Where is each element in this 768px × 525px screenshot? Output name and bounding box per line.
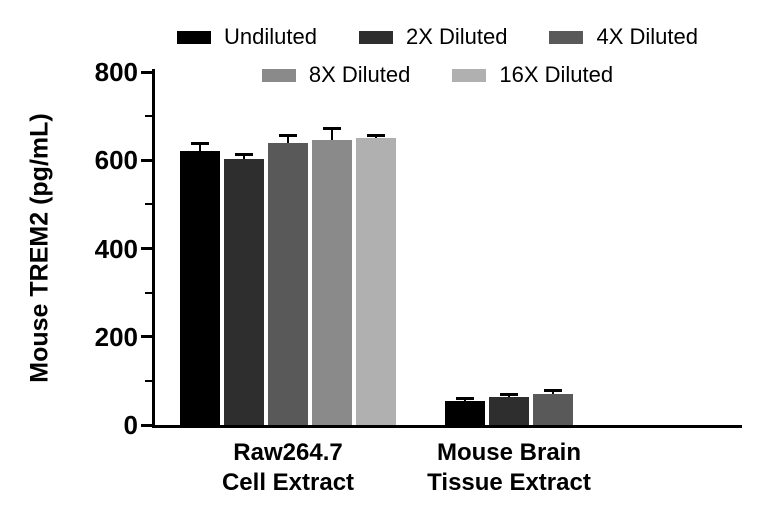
x-axis-line [152, 425, 742, 428]
y-major-tick [141, 423, 152, 427]
y-minor-tick [145, 291, 152, 294]
legend-label: 8X Diluted [308, 62, 411, 87]
bar [180, 151, 220, 425]
legend-label: 4X Diluted [596, 24, 698, 49]
error-bar-line [287, 135, 289, 143]
error-bar-line [552, 390, 554, 395]
error-bar-cap [191, 141, 209, 145]
legend-swatch [261, 68, 296, 82]
error-bar-cap [323, 126, 341, 130]
y-tick-label: 800 [94, 57, 138, 87]
bar [445, 400, 485, 425]
legend-item: 16X Diluted [452, 62, 613, 88]
y-major-tick [141, 335, 152, 339]
bar [224, 158, 264, 425]
error-bar-cap [235, 153, 253, 157]
bar [533, 394, 573, 425]
y-tick-label: 0 [123, 410, 138, 440]
category-label: Mouse Brain Tissue Extract [427, 438, 591, 498]
bar [489, 397, 529, 425]
legend-item: Undiluted [177, 24, 317, 50]
category-label-line: Raw264.7 [233, 439, 343, 466]
y-major-tick [141, 158, 152, 162]
error-bar-line [199, 143, 201, 152]
legend-item: 4X Diluted [549, 24, 698, 50]
error-bar-cap [279, 134, 297, 138]
error-bar-cap [456, 396, 474, 400]
chart-legend: Undiluted 2X Diluted 4X Diluted 8X Diluted 1… [150, 24, 725, 88]
y-minor-tick [145, 203, 152, 206]
category-label: Raw264.7 Cell Extract [222, 438, 354, 498]
error-bar-cap [500, 393, 518, 397]
error-bar-line [331, 128, 333, 141]
error-bar-line [243, 154, 245, 159]
y-major-tick [141, 247, 152, 250]
bar [356, 138, 396, 425]
y-minor-tick [145, 379, 152, 382]
legend-swatch [549, 30, 584, 44]
legend-label: 2X Diluted [405, 24, 508, 49]
legend-item: 2X Diluted [358, 24, 508, 50]
y-tick-label: 400 [94, 233, 138, 264]
y-major-tick [141, 70, 152, 74]
legend-swatch [358, 30, 393, 44]
legend-label: 16X Diluted [499, 62, 614, 87]
legend-label: Undiluted [224, 24, 317, 49]
legend-item: 8X Diluted [261, 62, 411, 88]
legend-swatch [452, 68, 487, 82]
category-label-line: Tissue Extract [427, 469, 591, 496]
error-bar-cap [367, 133, 385, 137]
bar [268, 142, 308, 425]
category-label-line: Cell Extract [221, 469, 355, 496]
y-tick-label: 200 [94, 321, 138, 352]
legend-swatch [177, 30, 211, 44]
error-bar-cap [544, 389, 562, 393]
error-bar-line [375, 135, 377, 139]
y-minor-tick [145, 115, 152, 118]
y-tick-label: 600 [94, 145, 138, 176]
category-label-line: Mouse Brain [436, 439, 582, 466]
y-axis-line [152, 69, 155, 428]
bar [312, 140, 352, 425]
